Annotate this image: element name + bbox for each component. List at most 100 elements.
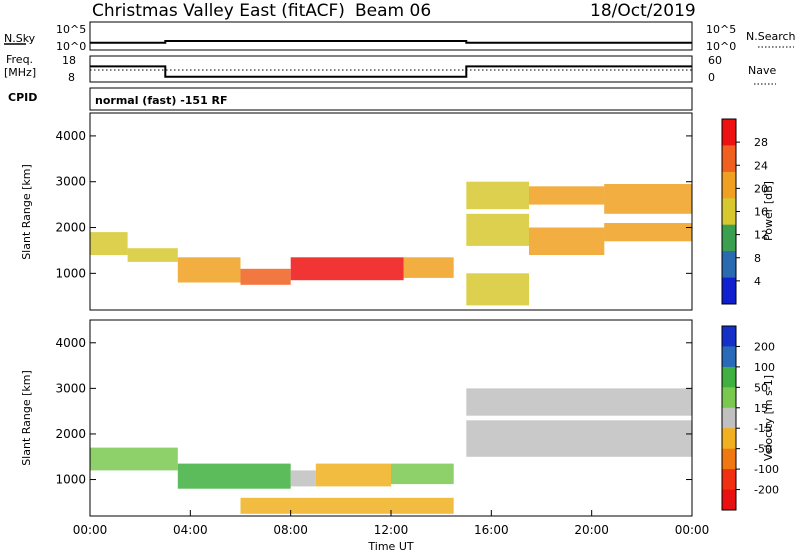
colorbar-tick-label-1: 100 bbox=[754, 361, 775, 374]
xtick-label-3: 12:00 bbox=[374, 523, 409, 537]
power-yticks: 4000 3000 2000 1000 bbox=[55, 129, 692, 280]
beam-label: Beam 06 bbox=[355, 1, 431, 21]
freq-tick-bottom: 8 bbox=[68, 71, 75, 84]
power-heatmap bbox=[90, 181, 692, 306]
freq-tick-top: 18 bbox=[62, 54, 76, 67]
echo-region-6-0 bbox=[466, 181, 529, 210]
colorbar-cell-1 bbox=[722, 145, 736, 173]
colorbar-cell-5 bbox=[722, 428, 736, 450]
freq-panel: Freq. [MHz] 18 8 60 0 Nave bbox=[4, 53, 776, 85]
echo-region-5-1 bbox=[466, 420, 693, 457]
echo-region-4-0 bbox=[391, 463, 454, 485]
colorbar-cell-1 bbox=[722, 346, 736, 368]
echo-region-0-0 bbox=[90, 232, 128, 255]
colorbar-cell-0 bbox=[722, 119, 736, 146]
cpid-value: normal (fast) -151 RF bbox=[95, 94, 228, 107]
xtick-label-2: 08:00 bbox=[273, 523, 308, 537]
noise-tick-top: 10^5 bbox=[56, 23, 86, 36]
colorbar-tick-label-2: 50 bbox=[754, 381, 768, 394]
colorbar-tick-label-7: -200 bbox=[754, 484, 779, 497]
colorbar-tick-label-5: 8 bbox=[754, 252, 761, 265]
noise-left-label: N.Sky bbox=[4, 32, 36, 45]
colorbar-tick-label-5: -50 bbox=[754, 443, 772, 456]
velocity-yticks: 4000 3000 2000 1000 bbox=[55, 336, 692, 487]
noise-frame bbox=[89, 21, 693, 51]
colorbar-tick-label-4: -15 bbox=[754, 422, 772, 435]
colorbar-cell-6 bbox=[722, 277, 736, 305]
velocity-heatmap bbox=[90, 388, 693, 514]
cpid-panel: CPID normal (fast) -151 RF bbox=[8, 87, 693, 111]
noise-sky-line bbox=[90, 40, 692, 44]
ytick-label-2: 2000 bbox=[55, 221, 86, 235]
xtick-label-1: 04:00 bbox=[173, 523, 208, 537]
freq-label-line2: [MHz] bbox=[4, 66, 36, 79]
xtick-label-6: 00:00 bbox=[675, 523, 710, 537]
velocity-panel: 4000 3000 2000 1000 00:00 04:00 08:00 12:00 16:… bbox=[20, 319, 779, 553]
xtick-label-0: 00:00 bbox=[73, 523, 108, 537]
date-label: 18/Oct/2019 bbox=[590, 1, 696, 21]
echo-region-2-0 bbox=[177, 257, 241, 283]
echo-region-5-0 bbox=[403, 257, 454, 278]
echo-region-7-0 bbox=[529, 186, 605, 205]
xtick-label-4: 16:00 bbox=[474, 523, 509, 537]
noise-right-tick-top: 10^5 bbox=[706, 23, 736, 36]
velocity-xticks: 00:00 04:00 08:00 12:00 16:00 20:00 00:00 bbox=[73, 510, 710, 537]
power-colorbar-label: Power [dB] bbox=[762, 181, 775, 241]
ytick-label-0: 4000 bbox=[55, 336, 86, 350]
ytick-label-1: 3000 bbox=[55, 381, 86, 395]
echo-region-2-0 bbox=[290, 470, 316, 487]
cpid-frame bbox=[89, 87, 693, 111]
colorbar-cell-2 bbox=[722, 171, 736, 199]
colorbar-cell-2 bbox=[722, 366, 736, 388]
xtick-label-5: 20:00 bbox=[574, 523, 609, 537]
echo-region-7-1 bbox=[529, 227, 605, 255]
colorbar-tick-label-0: 28 bbox=[754, 136, 768, 149]
noise-tick-bottom: 10^0 bbox=[56, 40, 86, 53]
colorbar-tick-label-4: 12 bbox=[754, 229, 768, 242]
echo-region-5-0 bbox=[466, 388, 693, 416]
freq-line bbox=[90, 65, 692, 78]
noise-right-label: N.Search bbox=[746, 30, 796, 43]
echo-region-3-0 bbox=[315, 463, 392, 487]
echo-region-6-0 bbox=[240, 497, 454, 514]
freq-frame bbox=[89, 55, 693, 83]
colorbar-cell-3 bbox=[722, 387, 736, 409]
power-ylabel: Slant Range [km] bbox=[20, 164, 33, 260]
echo-region-8-1 bbox=[604, 223, 692, 242]
power-colorbar: 28 24 20 16 12 8 4 bbox=[721, 118, 768, 305]
colorbar-cell-3 bbox=[722, 198, 736, 226]
colorbar-tick-label-0: 200 bbox=[754, 340, 775, 353]
power-panel: 4000 3000 2000 1000 Slant Range [km] 28 24 20… bbox=[20, 112, 775, 311]
noise-right-tick-bottom: 10^0 bbox=[706, 40, 736, 53]
nave-label: Nave bbox=[748, 64, 776, 77]
echo-region-1-0 bbox=[177, 463, 291, 489]
ytick-label-2: 2000 bbox=[55, 427, 86, 441]
station-title: Christmas Valley East (fitACF) bbox=[92, 1, 345, 21]
velocity-ylabel: Slant Range [km] bbox=[20, 370, 33, 466]
echo-region-6-1 bbox=[466, 213, 529, 246]
ytick-label-3: 1000 bbox=[55, 473, 86, 487]
colorbar-cell-5 bbox=[722, 251, 736, 278]
colorbar-tick-label-1: 24 bbox=[754, 159, 768, 172]
echo-region-0-0 bbox=[90, 447, 178, 471]
echo-region-8-0 bbox=[604, 184, 692, 214]
echo-region-1-0 bbox=[127, 248, 178, 262]
colorbar-cell-4 bbox=[722, 224, 736, 252]
echo-region-6-2 bbox=[466, 273, 529, 306]
ytick-label-3: 1000 bbox=[55, 266, 86, 280]
freq-label-line1: Freq. bbox=[6, 53, 33, 66]
echo-region-3-0 bbox=[240, 268, 291, 285]
colorbar-cell-7 bbox=[722, 469, 736, 490]
colorbar-tick-label-3: 15 bbox=[754, 402, 768, 415]
ytick-label-1: 3000 bbox=[55, 175, 86, 189]
colorbar-frame bbox=[721, 325, 737, 511]
time-axis-label: Time UT bbox=[367, 540, 413, 553]
echo-region-4-0 bbox=[290, 257, 404, 281]
colorbar-tick-label-3: 16 bbox=[754, 206, 768, 219]
cpid-label: CPID bbox=[8, 91, 37, 104]
colorbar-cell-0 bbox=[722, 326, 736, 347]
colorbar-cell-6 bbox=[722, 448, 736, 470]
colorbar-tick-label-6: 4 bbox=[754, 275, 761, 288]
velocity-colorbar: 200 100 50 15 -15 -50 -100 -200 bbox=[721, 325, 779, 511]
